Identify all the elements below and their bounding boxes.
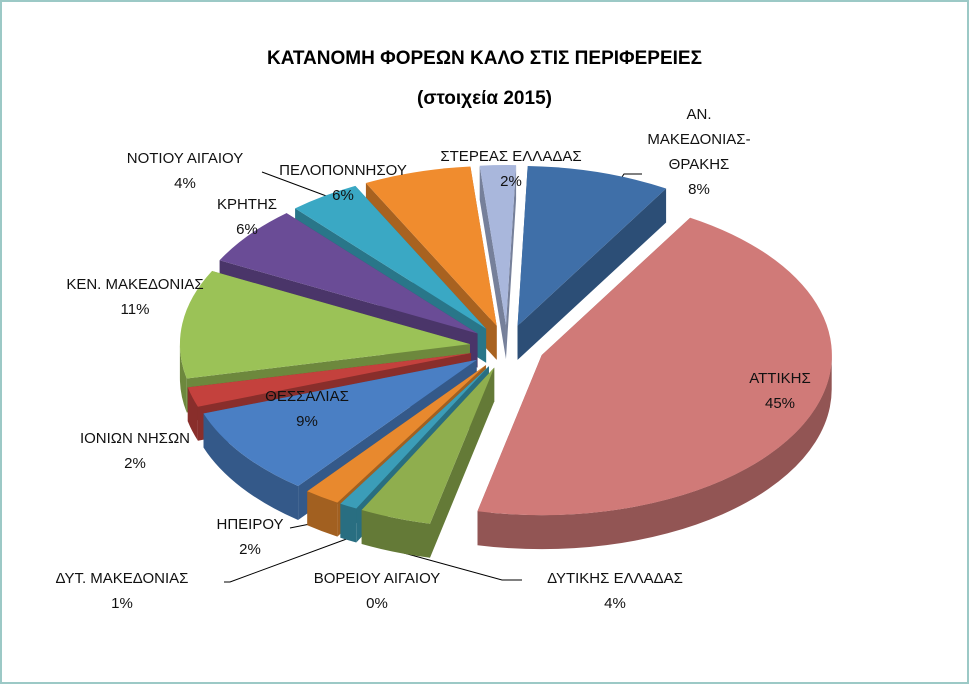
leader-line [381,546,522,581]
slice-wall [505,165,517,360]
label-value: 4% [174,175,196,192]
slice-side [187,387,198,441]
pie-slice [479,165,517,326]
data-label: ΑΝ. ΜΑΚΕΔΟΝΙΑΣ-ΘΡΑΚΗΣ 8% [644,102,754,202]
label-value: 9% [296,413,318,430]
label-name: ΘΕΣΣΑΛΙΑΣ [265,388,349,405]
slice-side [340,503,357,543]
label-name: ΔΥΤΙΚΗΣ ΕΛΛΑΔΑΣ [547,570,683,587]
data-label: ΘΕΣΣΑΛΙΑΣ 9% [247,384,367,434]
data-label: ΔΥΤΙΚΗΣ ΕΛΛΑΔΑΣ 4% [515,566,715,616]
slice-side [179,344,187,413]
data-label: ΠΕΛΟΠΟΝΝΗΣΟΥ 6% [263,158,423,208]
data-label: ΚΡΗΤΗΣ 6% [197,192,297,242]
leader-line [224,536,353,583]
pie-slice [203,359,477,486]
data-label: ΚΕΝ. ΜΑΚΕΔΟΝΙΑΣ 11% [35,272,235,322]
label-value: 2% [239,541,261,558]
pie-slice [517,166,667,326]
label-value: 6% [332,187,354,204]
label-value: 6% [236,221,258,238]
label-name: ΚΡΗΤΗΣ [216,196,278,213]
data-label: ΗΠΕΙΡΟΥ 2% [200,512,300,562]
pie-slice [179,271,470,379]
label-value: 11% [120,301,150,318]
pie-slice [219,213,478,334]
label-value: 2% [124,455,146,472]
label-name: ΣΤΕΡΕΑΣ ΕΛΛΑΔΑΣ [440,148,582,165]
label-value: 2% [500,173,522,190]
label-name: ΑΝ. ΜΑΚΕΔΟΝΙΑΣ-ΘΡΑΚΗΣ [647,106,751,173]
slice-side [477,355,832,550]
slice-tops [179,165,832,524]
label-name: ΔΥΤ. ΜΑΚΕΔΟΝΙΑΣ [55,570,189,587]
chart-title: ΚΑΤΑΝΟΜΗ ΦΟΡΕΩΝ ΚΑΛΟ ΣΤΙΣ ΠΕΡΙΦΕΡΕΙΕΣ [266,48,702,69]
data-label: ΙΟΝΙΩΝ ΝΗΣΩΝ 2% [45,426,225,476]
label-name: ΚΕΝ. ΜΑΚΕΔΟΝΙΑΣ [66,276,204,293]
pie-slice [340,366,489,509]
chart-subtitle: (στοιχεία 2015) [417,88,552,109]
pie-slice [307,365,486,503]
pie-slice [477,217,832,516]
slice-side [307,491,338,537]
label-value: 0% [366,595,388,612]
pie-slice [187,353,472,407]
slice-wall [517,188,667,360]
pie-slice [365,166,497,326]
label-value: 1% [111,595,133,612]
label-name: ΝΟΤΙΟΥ ΑΙΓΑΙΟΥ [126,150,244,167]
pie-slice [361,367,495,524]
label-name: ΑΤΤΙΚΗΣ [749,370,811,387]
label-value: 4% [604,595,626,612]
label-value: 45% [764,395,796,412]
label-value: 8% [688,181,710,198]
slice-wall [479,165,506,360]
label-name: ΠΕΛΟΠΟΝΝΗΣΟΥ [279,162,407,179]
label-name: ΗΠΕΙΡΟΥ [216,516,284,533]
data-label: ΝΟΤΙΟΥ ΑΙΓΑΙΟΥ 4% [95,146,275,196]
data-label: ΣΤΕΡΕΑΣ ΕΛΛΑΔΑΣ 2% [416,144,606,194]
label-name: ΙΟΝΙΩΝ ΝΗΣΩΝ [79,430,191,447]
slice-side [203,413,299,520]
pie-slice [295,185,487,329]
slice-side [361,510,430,558]
data-label: ΔΥΤ. ΜΑΚΕΔΟΝΙΑΣ 1% [22,566,222,616]
label-name: ΒΟΡΕΙΟΥ ΑΙΓΑΙΟΥ [313,570,441,587]
data-label: ΑΤΤΙΚΗΣ 45% [730,366,830,416]
data-label: ΒΟΡΕΙΟΥ ΑΙΓΑΙΟΥ 0% [277,566,477,616]
